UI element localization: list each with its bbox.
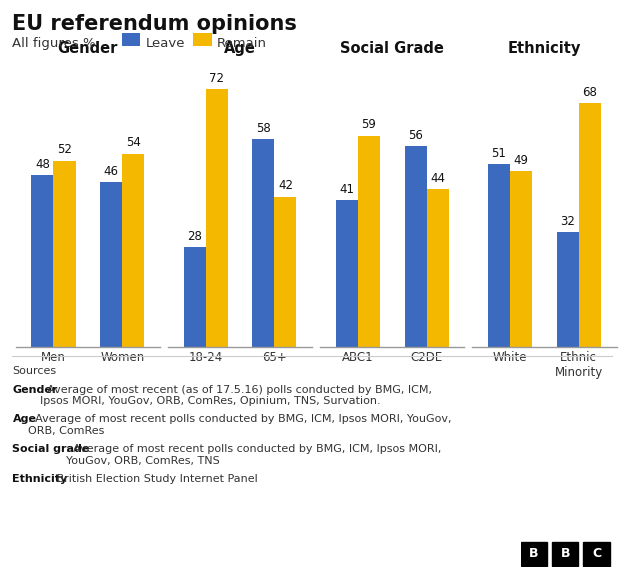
Text: B: B: [560, 548, 570, 560]
Text: EU referendum opinions: EU referendum opinions: [12, 14, 298, 34]
Bar: [583, 542, 610, 566]
Text: Sources: Sources: [12, 366, 57, 376]
Text: Age: Age: [12, 414, 36, 424]
Text: All figures %: All figures %: [12, 37, 96, 51]
Text: 72: 72: [209, 72, 224, 84]
Text: 41: 41: [339, 183, 354, 196]
Bar: [552, 542, 578, 566]
Text: 28: 28: [187, 230, 202, 242]
Title: Age: Age: [224, 41, 256, 56]
Text: : Average of most recent polls conducted by BMG, ICM, Ipsos MORI, YouGov,
ORB, C: : Average of most recent polls conducted…: [27, 414, 451, 436]
Text: 44: 44: [430, 172, 445, 185]
Bar: [252, 139, 275, 347]
Bar: [427, 189, 449, 347]
Text: 48: 48: [35, 158, 50, 171]
Text: Gender: Gender: [12, 385, 58, 394]
Text: : Average of most recent (as of 17.5.16) polls conducted by BMG, ICM,
Ipsos MORI: : Average of most recent (as of 17.5.16)…: [41, 385, 432, 406]
Bar: [183, 247, 205, 347]
Bar: [404, 146, 427, 347]
Text: 42: 42: [278, 179, 293, 192]
Text: 49: 49: [514, 154, 529, 167]
Bar: [205, 89, 228, 347]
Bar: [54, 161, 76, 347]
Text: British Election Study Internet Panel: British Election Study Internet Panel: [53, 474, 258, 484]
Text: Leave: Leave: [145, 37, 185, 50]
Bar: [336, 200, 358, 347]
Text: Remain: Remain: [217, 37, 267, 50]
Text: 54: 54: [126, 136, 141, 149]
Text: 58: 58: [256, 122, 271, 135]
Bar: [122, 153, 144, 347]
Bar: [510, 172, 532, 347]
Text: 56: 56: [408, 129, 423, 142]
Text: 68: 68: [582, 86, 597, 99]
Text: 59: 59: [361, 118, 376, 131]
Text: Social grade: Social grade: [12, 444, 90, 454]
Bar: [557, 232, 578, 347]
Bar: [100, 183, 122, 347]
Text: B: B: [529, 548, 539, 560]
Text: 52: 52: [57, 144, 72, 156]
Title: Social Grade: Social Grade: [340, 41, 444, 56]
Text: : Average of most recent polls conducted by BMG, ICM, Ipsos MORI,
YouGov, ORB, C: : Average of most recent polls conducted…: [66, 444, 441, 466]
Text: 46: 46: [104, 165, 119, 178]
Text: 32: 32: [560, 215, 575, 228]
Bar: [578, 103, 601, 347]
Bar: [521, 542, 547, 566]
Title: Ethnicity: Ethnicity: [507, 41, 581, 56]
Text: Ethnicity: Ethnicity: [12, 474, 68, 484]
Bar: [358, 135, 380, 347]
Bar: [275, 196, 296, 347]
Text: C: C: [592, 548, 601, 560]
Bar: [31, 175, 54, 347]
Text: 51: 51: [491, 147, 506, 160]
Title: Gender: Gender: [57, 41, 118, 56]
Bar: [488, 164, 510, 347]
